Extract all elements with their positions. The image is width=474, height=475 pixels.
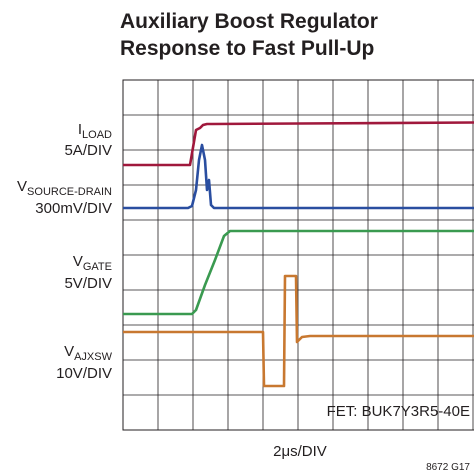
trace-name-sub: AJXSW: [74, 351, 113, 363]
trace-name-main: V: [64, 343, 74, 360]
grid: [122, 79, 474, 431]
trace-name: VAJXSW: [64, 343, 113, 363]
v-gate-trace: [123, 229, 474, 316]
trace-name: ILOAD: [78, 121, 112, 141]
title-line: Auxiliary Boost Regulator: [120, 10, 378, 33]
trace-name-main: V: [17, 178, 27, 195]
trace-name: VGATE: [73, 253, 112, 273]
trace-scale: 10V/DIV: [56, 365, 112, 382]
trace-name: VSOURCE-DRAIN: [17, 178, 112, 198]
x-axis-label: 2μs/DIV: [273, 443, 327, 460]
fet-note: FET: BUK7Y3R5-40E: [327, 403, 470, 420]
figure-id: 8672 G17: [426, 462, 470, 473]
trace-scale: 300mV/DIV: [35, 200, 112, 217]
trace-scale: 5A/DIV: [64, 142, 112, 159]
trace-scale: 5V/DIV: [64, 275, 112, 292]
trace-name-main: V: [73, 253, 83, 270]
v-source-drain-trace: [123, 143, 474, 210]
trace-name-sub: LOAD: [82, 129, 112, 141]
trace-name-sub: SOURCE-DRAIN: [27, 186, 112, 198]
v-ajxsw-trace: [123, 274, 474, 388]
i-load-trace: [123, 121, 474, 167]
title-line: Response to Fast Pull-Up: [120, 37, 374, 60]
trace-name-main: I: [78, 121, 82, 138]
trace-name-sub: GATE: [83, 261, 112, 273]
